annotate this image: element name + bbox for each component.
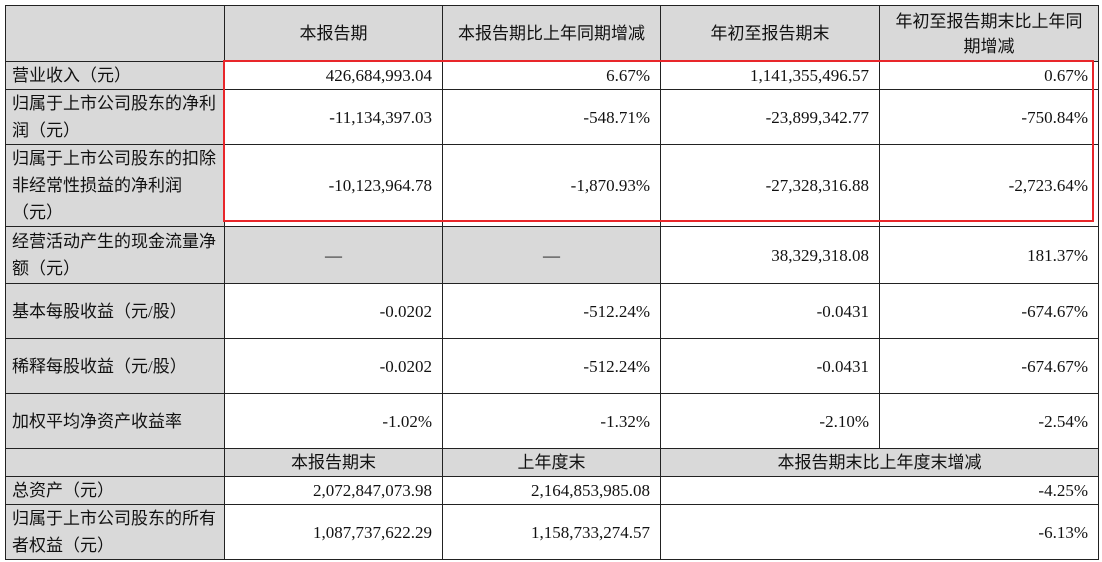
table-cell: -0.0202	[224, 283, 443, 339]
table-cell: 1,158,733,274.57	[442, 504, 661, 560]
table-cell: 38,329,318.08	[660, 226, 880, 284]
row-label: 归属于上市公司股东的所有者权益（元）	[5, 504, 225, 560]
column-header	[5, 448, 225, 477]
table-row: 经营活动产生的现金流量净额（元） — —38,329,318.08 181.37%	[5, 226, 1099, 284]
table-cell: -2.10%	[660, 393, 880, 449]
table-cell: -1.32%	[442, 393, 661, 449]
row-label: 经营活动产生的现金流量净额（元）	[5, 226, 225, 284]
table-header-row: 本报告期 本报告期比上年同期增减 年初至报告期末 年初至报告期末比上年同期增减	[5, 5, 1099, 62]
table-cell: 6.67%	[442, 61, 661, 90]
table-cell: 2,164,853,985.08	[442, 476, 661, 505]
table-cell: -1.02%	[224, 393, 443, 449]
row-label: 归属于上市公司股东的扣除非经常性损益的净利润（元）	[5, 144, 225, 227]
table-row: 基本每股收益（元/股） -0.0202 -512.24% -0.0431 -674.67…	[5, 283, 1099, 339]
table-cell: -0.0431	[660, 283, 880, 339]
table-cell: -548.71%	[442, 89, 661, 145]
table-subheader-row: 本报告期末 上年度末 本报告期末比上年度末增减	[5, 448, 1099, 477]
table-cell: -27,328,316.88	[660, 144, 880, 227]
table-cell: 1,141,355,496.57	[660, 61, 880, 90]
table-row: 归属于上市公司股东的净利润（元） -11,134,397.03 -548.71% -2…	[5, 89, 1099, 145]
column-header: 年初至报告期末	[660, 5, 880, 62]
table-cell: -750.84%	[879, 89, 1099, 145]
table-cell: 181.37%	[879, 226, 1099, 284]
row-label: 加权平均净资产收益率	[5, 393, 225, 449]
table-cell: -23,899,342.77	[660, 89, 880, 145]
table-cell: 1,087,737,622.29	[224, 504, 443, 560]
table-row: 稀释每股收益（元/股） -0.0202 -512.24% -0.0431 -674.67…	[5, 338, 1099, 394]
column-header: 本报告期比上年同期增减	[442, 5, 661, 62]
table-cell: -1,870.93%	[442, 144, 661, 227]
table-cell: 426,684,993.04	[224, 61, 443, 90]
table-row: 归属于上市公司股东的扣除非经常性损益的净利润（元） -10,123,964.78-…	[5, 144, 1099, 227]
table-row: 加权平均净资产收益率 -1.02% -1.32% -2.10% -2.54%	[5, 393, 1099, 449]
table-cell: -512.24%	[442, 338, 661, 394]
column-header: 本报告期	[224, 5, 443, 62]
financial-data-table: 本报告期 本报告期比上年同期增减 年初至报告期末 年初至报告期末比上年同期增减 营业收入…	[5, 5, 1099, 560]
table-row: 总资产（元） 2,072,847,073.98 2,164,853,985.08 -4…	[5, 476, 1099, 505]
table-cell: -0.0431	[660, 338, 880, 394]
column-header: 上年度末	[442, 448, 661, 477]
column-header: 本报告期末比上年度末增减	[660, 448, 1099, 477]
table-cell: 0.67%	[879, 61, 1099, 90]
row-label: 基本每股收益（元/股）	[5, 283, 225, 339]
table-cell: -674.67%	[879, 338, 1099, 394]
table-cell: -10,123,964.78	[224, 144, 443, 227]
table-cell: —	[224, 226, 443, 284]
column-header	[5, 5, 225, 62]
table-cell: 2,072,847,073.98	[224, 476, 443, 505]
table-cell: -0.0202	[224, 338, 443, 394]
table-row: 归属于上市公司股东的所有者权益（元） 1,087,737,622.29 1,158,…	[5, 504, 1099, 560]
column-header: 本报告期末	[224, 448, 443, 477]
table-cell: -4.25%	[660, 476, 1099, 505]
table-cell: -674.67%	[879, 283, 1099, 339]
row-label: 营业收入（元）	[5, 61, 225, 90]
row-label: 稀释每股收益（元/股）	[5, 338, 225, 394]
row-label: 总资产（元）	[5, 476, 225, 505]
table-cell: -512.24%	[442, 283, 661, 339]
table-cell: -2,723.64%	[879, 144, 1099, 227]
row-label: 归属于上市公司股东的净利润（元）	[5, 89, 225, 145]
table-cell: —	[442, 226, 661, 284]
table-cell: -6.13%	[660, 504, 1099, 560]
column-header: 年初至报告期末比上年同期增减	[879, 5, 1099, 62]
table-cell: -11,134,397.03	[224, 89, 443, 145]
table-cell: -2.54%	[879, 393, 1099, 449]
table-row: 营业收入（元） 426,684,993.04 6.67% 1,141,355,496.…	[5, 61, 1099, 90]
